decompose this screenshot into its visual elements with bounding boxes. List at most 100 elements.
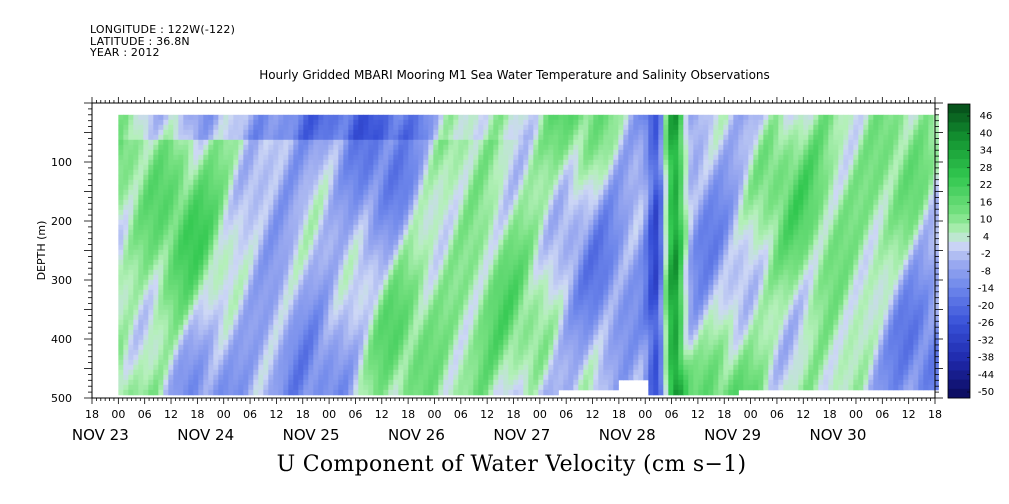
heatmap-cell xyxy=(238,374,244,381)
heatmap-cell xyxy=(388,214,394,221)
heatmap-cell xyxy=(178,124,184,131)
heatmap-cell xyxy=(248,144,254,151)
heatmap-cell xyxy=(218,334,224,341)
heatmap-cell xyxy=(313,334,319,341)
heatmap-cell xyxy=(208,259,214,266)
heatmap-cell xyxy=(388,369,394,376)
heatmap-cell xyxy=(383,259,389,266)
heatmap-cell xyxy=(288,149,294,156)
heatmap-cell xyxy=(223,199,229,206)
heatmap-cell xyxy=(223,209,229,216)
heatmap-cell xyxy=(283,129,289,136)
heatmap-cell xyxy=(233,299,239,306)
heatmap-cell xyxy=(223,359,229,366)
heatmap-cell xyxy=(553,294,559,301)
heatmap-cell xyxy=(543,159,549,166)
heatmap-cell xyxy=(138,229,144,236)
heatmap-cell xyxy=(363,169,369,176)
heatmap-cell xyxy=(543,374,549,381)
heatmap-cell xyxy=(533,164,539,171)
heatmap-cell xyxy=(168,289,174,296)
heatmap-cell xyxy=(213,334,219,341)
heatmap-cell xyxy=(423,249,429,256)
heatmap-cell xyxy=(293,259,299,266)
heatmap-cell xyxy=(233,289,239,296)
heatmap-cell xyxy=(513,224,519,231)
heatmap-cell xyxy=(243,304,249,311)
heatmap-cell xyxy=(348,284,354,291)
heatmap-cell xyxy=(228,284,234,291)
heatmap-cell xyxy=(243,319,249,326)
heatmap-cell xyxy=(243,114,249,121)
heatmap-cell xyxy=(268,229,274,236)
heatmap-cell xyxy=(288,329,294,336)
heatmap-cell xyxy=(498,259,504,266)
heatmap-cell xyxy=(303,194,309,201)
heatmap-cell xyxy=(293,324,299,331)
heatmap-cell xyxy=(463,134,469,141)
heatmap-cell xyxy=(498,144,504,151)
heatmap-cell xyxy=(218,204,224,211)
heatmap-cell xyxy=(243,144,249,151)
heatmap-cell xyxy=(248,339,254,346)
heatmap-cell xyxy=(458,369,464,376)
heatmap-cell xyxy=(208,339,214,346)
heatmap-cell xyxy=(308,294,314,301)
heatmap-cell xyxy=(278,319,284,326)
heatmap-cell xyxy=(173,119,179,126)
heatmap-cell xyxy=(458,244,464,251)
heatmap-cell xyxy=(243,199,249,206)
heatmap-cell xyxy=(298,279,304,286)
heatmap-cell xyxy=(428,254,434,261)
heatmap-cell xyxy=(443,164,449,171)
heatmap-cell xyxy=(203,274,209,281)
heatmap-cell xyxy=(408,364,414,371)
heatmap-cell xyxy=(483,224,489,231)
heatmap-cell xyxy=(413,259,419,266)
heatmap-cell xyxy=(128,264,134,271)
heatmap-cell xyxy=(518,159,524,166)
heatmap-cell xyxy=(463,284,469,291)
heatmap-cell xyxy=(123,204,129,211)
heatmap-cell xyxy=(508,304,514,311)
heatmap-cell xyxy=(393,334,399,341)
heatmap-cell xyxy=(283,219,289,226)
heatmap-cell xyxy=(358,324,364,331)
heatmap-cell xyxy=(538,339,544,346)
heatmap-cell xyxy=(458,239,464,246)
heatmap-cell xyxy=(558,304,564,311)
heatmap-cell xyxy=(223,184,229,191)
heatmap-cell xyxy=(158,124,164,131)
heatmap-cell xyxy=(288,384,294,391)
heatmap-cell xyxy=(533,144,539,151)
heatmap-cell xyxy=(448,299,454,306)
heatmap-cell xyxy=(533,349,539,356)
heatmap-cell xyxy=(263,114,269,121)
heatmap-cell xyxy=(508,174,514,181)
heatmap-cell xyxy=(233,344,239,351)
heatmap-cell xyxy=(538,289,544,296)
heatmap-cell xyxy=(378,334,384,341)
heatmap-cell xyxy=(478,239,484,246)
heatmap-cell xyxy=(393,329,399,336)
heatmap-cell xyxy=(403,269,409,276)
heatmap-cell xyxy=(298,349,304,356)
heatmap-cell xyxy=(163,114,169,121)
heatmap-cell xyxy=(563,144,569,151)
heatmap-cell xyxy=(318,359,324,366)
heatmap-cell xyxy=(548,149,554,156)
heatmap-cell xyxy=(553,344,559,351)
heatmap-cell xyxy=(503,139,509,146)
heatmap-cell xyxy=(393,264,399,271)
heatmap-cell xyxy=(398,169,404,176)
heatmap-cell xyxy=(188,364,194,371)
heatmap-cell xyxy=(118,234,124,241)
heatmap-cell xyxy=(223,139,229,146)
heatmap-cell xyxy=(538,189,544,196)
heatmap-cell xyxy=(443,379,449,386)
heatmap-cell xyxy=(553,334,559,341)
heatmap-cell xyxy=(133,234,139,241)
heatmap-cell xyxy=(393,369,399,376)
heatmap-cell xyxy=(528,334,534,341)
heatmap-cell xyxy=(213,164,219,171)
